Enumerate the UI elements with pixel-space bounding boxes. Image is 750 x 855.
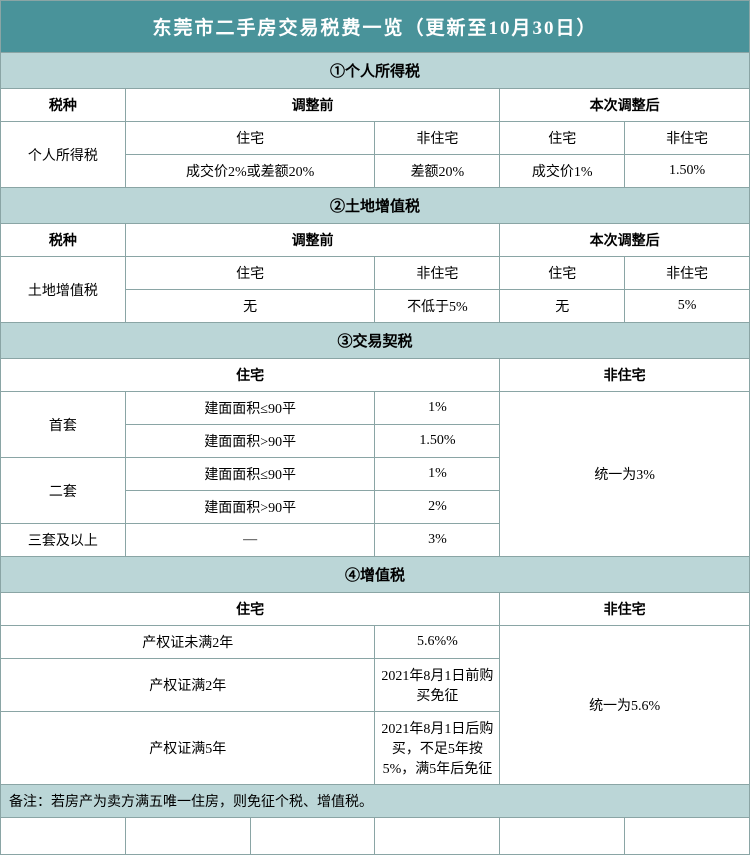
before-res: 住宅 [125, 122, 375, 155]
val1b: 1.50% [375, 425, 500, 458]
area1b: 建面面积>90平 [125, 425, 375, 458]
after-nonres-val: 5% [625, 290, 750, 323]
after-res: 住宅 [500, 257, 625, 290]
empty-row [1, 818, 750, 855]
section3-header: ③交易契税 [1, 323, 750, 359]
title-row: 东莞市二手房交易税费一览（更新至10月30日） [1, 1, 750, 53]
area1a: 建面面积≤90平 [125, 392, 375, 425]
before-label: 调整前 [125, 224, 499, 257]
section1-header-cell: ①个人所得税 [1, 53, 750, 89]
section4-row1: 产权证未满2年 5.6%% 统一为5.6% [1, 626, 750, 659]
after-nonres: 非住宅 [625, 122, 750, 155]
nonres-label: 非住宅 [500, 359, 750, 392]
cond1: 产权证未满2年 [1, 626, 375, 659]
section2-cols: 税种 调整前 本次调整后 [1, 224, 750, 257]
empty-cell [125, 818, 250, 855]
empty-cell [250, 818, 375, 855]
area3: — [125, 524, 375, 557]
res-label: 住宅 [1, 593, 500, 626]
second-label: 二套 [1, 458, 126, 524]
after-nonres: 非住宅 [625, 257, 750, 290]
section4-cols: 住宅 非住宅 [1, 593, 750, 626]
val2a: 1% [375, 458, 500, 491]
section2-sub: 土地增值税 住宅 非住宅 住宅 非住宅 [1, 257, 750, 290]
cond3: 产权证满5年 [1, 712, 375, 785]
title-cell: 东莞市二手房交易税费一览（更新至10月30日） [1, 1, 750, 53]
nonres-label: 非住宅 [500, 593, 750, 626]
tax-type-label: 税种 [1, 224, 126, 257]
val1: 5.6%% [375, 626, 500, 659]
section2-header: ②土地增值税 [1, 188, 750, 224]
area2b: 建面面积>90平 [125, 491, 375, 524]
before-nonres: 非住宅 [375, 122, 500, 155]
note-row: 备注：若房产为卖方满五唯一住房，则免征个税、增值税。 [1, 785, 750, 818]
val3: 2021年8月1日后购买，不足5年按5%，满5年后免征 [375, 712, 500, 785]
before-res: 住宅 [125, 257, 375, 290]
after-res: 住宅 [500, 122, 625, 155]
res-label: 住宅 [1, 359, 500, 392]
tax-table-container: 东莞市二手房交易税费一览（更新至10月30日） ①个人所得税 税种 调整前 本次… [0, 0, 750, 855]
before-nonres-val: 不低于5% [375, 290, 500, 323]
before-nonres-val: 差额20% [375, 155, 500, 188]
empty-cell [375, 818, 500, 855]
section1-header: ①个人所得税 [1, 53, 750, 89]
section1-cols: 税种 调整前 本次调整后 [1, 89, 750, 122]
section3-row1a: 首套 建面面积≤90平 1% 统一为3% [1, 392, 750, 425]
val1a: 1% [375, 392, 500, 425]
tax-table: 东莞市二手房交易税费一览（更新至10月30日） ①个人所得税 税种 调整前 本次… [0, 0, 750, 855]
tax-type-label: 税种 [1, 89, 126, 122]
after-res-val: 无 [500, 290, 625, 323]
section4-header: ④增值税 [1, 557, 750, 593]
before-res-val: 成交价2%或差额20% [125, 155, 375, 188]
before-nonres: 非住宅 [375, 257, 500, 290]
before-label: 调整前 [125, 89, 499, 122]
note-cell: 备注：若房产为卖方满五唯一住房，则免征个税、增值税。 [1, 785, 750, 818]
section4-header-cell: ④增值税 [1, 557, 750, 593]
empty-cell [625, 818, 750, 855]
section3-header-cell: ③交易契税 [1, 323, 750, 359]
tax-name: 土地增值税 [1, 257, 126, 323]
after-label: 本次调整后 [500, 224, 750, 257]
before-res-val: 无 [125, 290, 375, 323]
area2a: 建面面积≤90平 [125, 458, 375, 491]
val2b: 2% [375, 491, 500, 524]
after-res-val: 成交价1% [500, 155, 625, 188]
cond2: 产权证满2年 [1, 659, 375, 712]
after-nonres-val: 1.50% [625, 155, 750, 188]
nonres-val: 统一为5.6% [500, 626, 750, 785]
first-label: 首套 [1, 392, 126, 458]
empty-cell [1, 818, 126, 855]
section2-header-cell: ②土地增值税 [1, 188, 750, 224]
tax-name: 个人所得税 [1, 122, 126, 188]
empty-cell [500, 818, 625, 855]
nonres-val: 统一为3% [500, 392, 750, 557]
section3-cols: 住宅 非住宅 [1, 359, 750, 392]
section1-sub: 个人所得税 住宅 非住宅 住宅 非住宅 [1, 122, 750, 155]
val2: 2021年8月1日前购买免征 [375, 659, 500, 712]
after-label: 本次调整后 [500, 89, 750, 122]
third-label: 三套及以上 [1, 524, 126, 557]
val3: 3% [375, 524, 500, 557]
